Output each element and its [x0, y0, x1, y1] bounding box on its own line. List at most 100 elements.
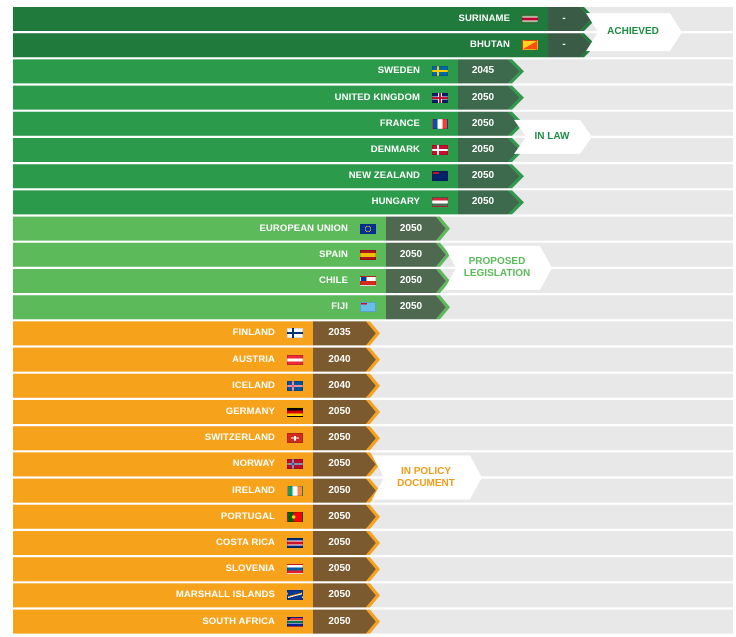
- year-bar-segment: [458, 111, 520, 136]
- country-bar: [13, 426, 313, 451]
- bar-arrow-tip: [436, 242, 450, 267]
- denmark-flag-icon: [432, 145, 448, 155]
- country-bar: [13, 85, 458, 110]
- country-label: COSTA RICA: [215, 537, 275, 548]
- status-callout-label: IN POLICY DOCUMENT: [397, 465, 455, 489]
- target-year-label: 2050: [399, 275, 423, 286]
- year-bar-segment: [313, 609, 376, 634]
- status-callout-label: IN LAW: [534, 130, 570, 142]
- new-zealand-flag-icon: [432, 171, 448, 182]
- year-bar-segment: [458, 164, 520, 189]
- target-year-label: 2050: [328, 458, 351, 470]
- year-bar-segment: [386, 216, 446, 241]
- country-label: FINLAND: [232, 327, 275, 339]
- slovenia-flag-icon: [287, 564, 303, 575]
- target-year-label: 2050: [328, 406, 351, 417]
- country-bar: [13, 216, 386, 241]
- year-bar-segment: [548, 33, 592, 58]
- european-union-flag-icon: [360, 223, 376, 234]
- costa-rica-flag-icon: [287, 538, 303, 548]
- status-callout-label: PROPOSED LEGISLATION: [463, 255, 531, 279]
- year-bar-segment: [313, 400, 376, 424]
- target-year-label: 2050: [328, 589, 351, 601]
- spain-flag-icon: [360, 249, 376, 260]
- country-bar: [13, 33, 548, 58]
- switzerland-flag-icon: [287, 433, 303, 444]
- country-bar: [13, 7, 548, 31]
- country-label: SLOVENIA: [225, 563, 275, 575]
- portugal-flag-icon: [287, 511, 303, 522]
- status-callout-shape: [514, 119, 592, 154]
- year-bar-segment: [386, 242, 446, 267]
- country-bar: [13, 295, 386, 320]
- country-label: SWEDEN: [377, 65, 420, 77]
- chile-flag-icon: [360, 276, 376, 286]
- country-bar: [13, 557, 313, 582]
- bar-arrow-tip: [366, 504, 380, 529]
- year-bar-segment: [458, 85, 520, 110]
- year-bar-segment: [313, 347, 376, 372]
- target-year-label: -: [562, 39, 566, 51]
- target-year-label: 2050: [328, 615, 351, 627]
- bhutan-flag-icon: [522, 40, 538, 51]
- country-bar: [13, 583, 313, 608]
- year-bar-segment: [313, 478, 376, 503]
- target-year-label: 2050: [399, 301, 423, 313]
- country-bar: [13, 59, 458, 84]
- target-year-label: 2035: [328, 327, 351, 339]
- year-bar-segment: [313, 583, 376, 608]
- bar-arrow-tip: [436, 295, 450, 320]
- year-bar-segment: [458, 138, 520, 162]
- year-bar-segment: [313, 321, 376, 346]
- target-year-label: 2050: [328, 510, 351, 522]
- country-label: SOUTH AFRICA: [202, 615, 275, 627]
- country-label: BHUTAN: [469, 39, 510, 51]
- country-label: SURINAME: [458, 13, 510, 24]
- bar-arrow-tip: [366, 583, 380, 608]
- target-year-label: 2050: [328, 563, 351, 575]
- country-bar: [13, 531, 313, 555]
- year-bar-segment: [386, 269, 446, 293]
- fiji-flag-icon: [360, 302, 376, 313]
- target-year-label: 2050: [471, 91, 495, 103]
- target-year-label: 2050: [471, 196, 495, 208]
- country-label: ICELAND: [232, 379, 275, 391]
- marshall-islands-flag-icon: [287, 590, 303, 601]
- status-callout-label: ACHIEVED: [607, 26, 659, 38]
- bar-arrow-tip: [366, 531, 380, 555]
- bar-arrow-tip: [366, 609, 380, 634]
- country-label: CHILE: [319, 275, 348, 286]
- country-label: SWITZERLAND: [204, 432, 275, 444]
- year-bar-segment: [458, 59, 520, 84]
- country-label: MARSHALL ISLANDS: [175, 589, 275, 601]
- iceland-flag-icon: [287, 380, 303, 391]
- country-label: UNITED KINGDOM: [334, 91, 420, 103]
- bar-arrow-tip: [508, 190, 524, 215]
- year-bar-segment: [386, 295, 446, 320]
- country-label: AUSTRIA: [232, 353, 275, 365]
- country-label: SPAIN: [319, 248, 348, 260]
- year-bar-segment: [313, 426, 376, 451]
- year-bar-segment: [313, 373, 376, 398]
- target-year-label: 2040: [328, 353, 351, 365]
- austria-flag-icon: [287, 354, 303, 365]
- country-label: NORWAY: [232, 458, 275, 470]
- country-bar: [13, 321, 313, 346]
- country-bar: [13, 111, 458, 136]
- country-label: GERMANY: [225, 406, 275, 417]
- target-year-label: 2050: [328, 537, 351, 548]
- bar-arrow-tip: [366, 321, 380, 346]
- finland-flag-icon: [287, 328, 303, 339]
- target-year-label: 2050: [399, 222, 423, 234]
- bar-arrow-tip: [508, 164, 524, 189]
- france-flag-icon: [432, 118, 448, 129]
- target-year-label: 2050: [328, 432, 351, 444]
- year-bar-segment: [548, 7, 592, 31]
- country-label: NEW ZEALAND: [348, 170, 420, 182]
- target-year-label: 2050: [471, 144, 495, 155]
- hungary-flag-icon: [432, 197, 448, 208]
- sweden-flag-icon: [432, 66, 448, 77]
- bar-arrow-tip: [436, 269, 450, 293]
